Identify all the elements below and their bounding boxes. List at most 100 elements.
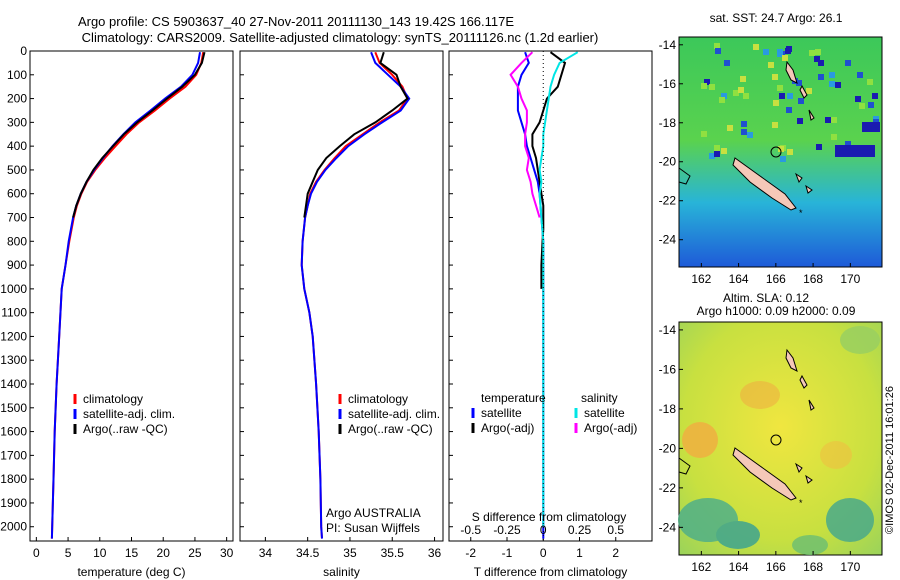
x-axis-label: T difference from climatology (474, 565, 628, 579)
series-line (538, 51, 579, 527)
y-tick-label: 500 (7, 163, 27, 177)
map-y-tick-label: -18 (659, 116, 677, 130)
sst-pixel (797, 118, 803, 124)
s-tick-label: 0 (540, 523, 547, 537)
annotation-line: Argo AUSTRALIA (326, 506, 421, 520)
sst-pixel (868, 102, 874, 108)
x-tick-label: 35.5 (381, 546, 405, 560)
sst-pixel (709, 84, 715, 90)
x-tick-label: 20 (157, 546, 171, 560)
sst-pixel (772, 74, 778, 80)
sst-pixel (835, 145, 875, 157)
sst-pixel (782, 55, 788, 61)
sst-pixel (777, 49, 783, 55)
y-tick-label: 900 (7, 258, 27, 272)
sst-pixels (701, 43, 880, 162)
s-tick-label: 0.5 (607, 523, 624, 537)
sst-pixel (763, 49, 769, 55)
sst-pixel (740, 76, 746, 82)
map-x-tick-label: 164 (729, 560, 749, 574)
y-tick-label: 600 (7, 187, 27, 201)
sst-pixel (719, 97, 725, 103)
x-tick-label: 5 (65, 546, 72, 560)
annotation-line: PI: Susan Wijffels (326, 521, 420, 535)
map-y-tick-label: -22 (659, 194, 677, 208)
argo-marker-sst: * (799, 208, 803, 218)
sst-pixel (787, 149, 793, 155)
map-x-tick-label: 170 (840, 272, 860, 286)
series-line (303, 51, 409, 218)
map-y-tick-label: -24 (659, 520, 677, 534)
map-y-tick-label: -20 (659, 441, 677, 455)
y-tick-label: 300 (7, 115, 27, 129)
series-line (516, 51, 545, 539)
map-x-tick-label: 170 (840, 560, 860, 574)
x-axis-label: temperature (deg C) (77, 565, 185, 579)
sst-pixel (857, 72, 863, 78)
s-tick-label: -0.25 (493, 523, 521, 537)
map-x-tick-label: 168 (803, 272, 823, 286)
plot-frame (239, 50, 444, 542)
legend-label: climatology (348, 392, 408, 406)
map-y-tick-label: -22 (659, 481, 677, 495)
sst-pixel (714, 145, 720, 151)
sst-pixel (818, 74, 824, 80)
y-tick-label: 200 (7, 92, 27, 106)
x-tick-label: -1 (502, 546, 513, 560)
series-line (509, 51, 541, 218)
s-tick-label: 0.25 (568, 523, 592, 537)
sst-pixel (831, 134, 837, 140)
sst-pixel (741, 129, 747, 135)
sst-pixel (872, 93, 878, 99)
map-x-tick-label: 168 (803, 560, 823, 574)
temperature-panel: 0100200300400500600700800900100011001200… (0, 44, 233, 579)
sst-pixel (701, 131, 707, 137)
y-tick-label: 1400 (0, 377, 27, 391)
map-y-tick-label: -16 (659, 77, 677, 91)
sst-pixel (798, 98, 804, 104)
sst-pixel (714, 151, 720, 157)
sst-pixel (778, 146, 784, 152)
legend-title: temperature (481, 391, 546, 405)
sst-pixel (733, 90, 739, 96)
y-tick-label: 1200 (0, 329, 27, 343)
x-tick-label: 10 (93, 546, 107, 560)
x-axis-label: salinity (323, 565, 360, 579)
y-tick-label: 1700 (0, 448, 27, 462)
sst-pixel (786, 107, 792, 113)
sst-pixel (829, 81, 835, 87)
map-y-tick-label: -20 (659, 155, 677, 169)
sst-pixel (796, 80, 802, 86)
sst-pixel (714, 43, 720, 49)
y-tick-label: 1900 (0, 496, 27, 510)
sla-map-axes: 162 164 166 168 170 -14 -16 -18 -20 -22 -24 (659, 323, 861, 574)
sst-pixel (704, 79, 710, 85)
s-axis-label: S difference from climatology (472, 510, 627, 524)
map-y-tick-label: -18 (659, 402, 677, 416)
map-y-tick-label: -16 (659, 362, 677, 376)
credit-text: ©IMOS 02-Dec-2011 16:01:26 (884, 386, 896, 534)
x-tick-label: 2 (612, 546, 619, 560)
x-tick-label: 34 (259, 546, 273, 560)
sst-pixel (831, 117, 837, 123)
sst-pixel (862, 122, 880, 132)
sst-pixel (743, 93, 749, 99)
sst-pixel (818, 60, 824, 66)
x-tick-label: 36 (428, 546, 442, 560)
map-y-tick-label: -24 (659, 233, 677, 247)
legend-label: satellite (481, 406, 522, 420)
sst-map: * (678, 36, 883, 268)
y-tick-label: 0 (20, 44, 27, 58)
series-line (300, 51, 409, 539)
salinity-panel: 34 34.5 35 35.5 36 salinity climatologysatelli… (239, 50, 444, 579)
sst-pixel (825, 117, 831, 123)
legend-label: climatology (83, 392, 143, 406)
legend-label: Argo(..raw -QC) (348, 422, 433, 436)
sst-pixel (741, 121, 747, 127)
sst-pixel (845, 60, 851, 66)
header-subtitle: Climatology: CARS2009. Satellite-adjuste… (82, 30, 599, 45)
sla-map: * (678, 321, 883, 556)
sst-pixel (738, 87, 744, 93)
sst-pixel (721, 93, 727, 99)
sst-pixel (721, 148, 727, 154)
